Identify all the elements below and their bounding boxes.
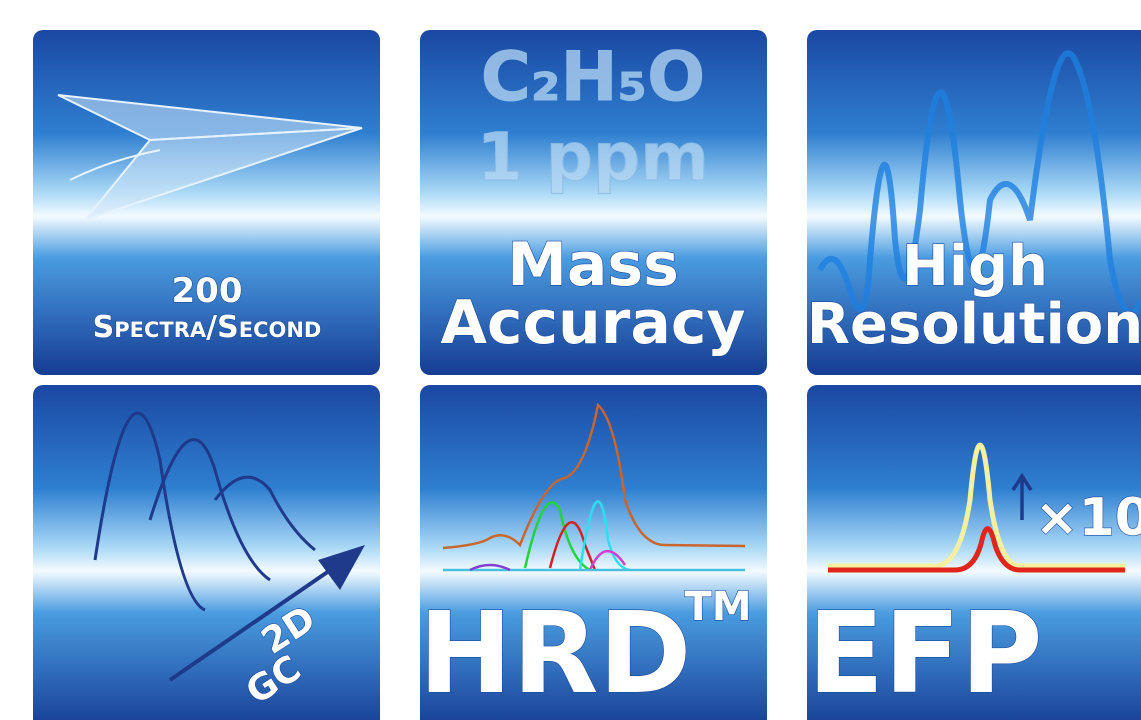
- formula: C₂H₅O: [481, 38, 705, 117]
- tile: [33, 385, 380, 720]
- tile-name: HRD: [419, 589, 692, 719]
- tile-caption: Spectra/Second: [93, 310, 322, 345]
- tile-line2: Accuracy: [440, 288, 745, 358]
- tile-grid: 200 Spectra/Second C₂H₅O 1 ppm Mass Accu…: [0, 0, 1141, 720]
- tile-line2: Resolution: [807, 292, 1141, 357]
- page: {"tiles": [ {"number": "200", "caption":…: [0, 0, 1141, 720]
- factor: ×10: [1035, 488, 1141, 548]
- ppm: 1 ppm: [477, 119, 709, 196]
- tile-line1: High: [902, 234, 1048, 299]
- tile-name: EFP: [807, 589, 1042, 719]
- trademark: TM: [684, 584, 751, 630]
- tile-number: 200: [172, 271, 243, 311]
